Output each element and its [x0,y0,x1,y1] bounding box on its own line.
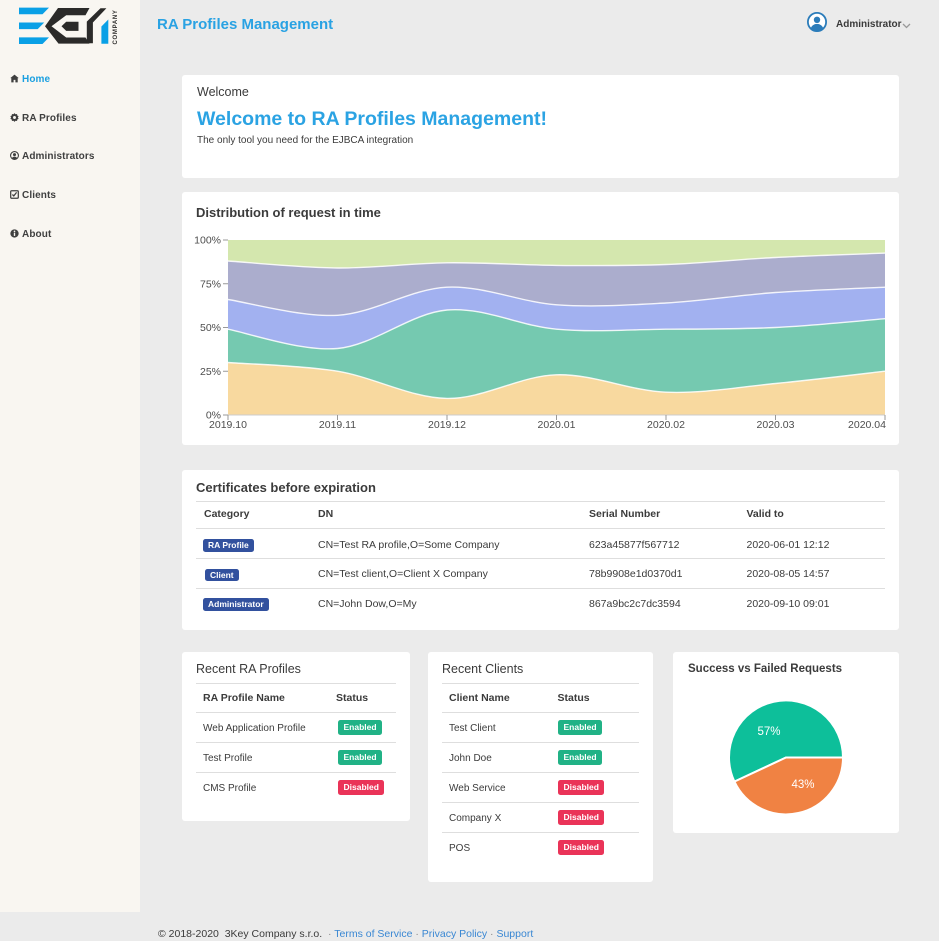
svg-text:2019.12: 2019.12 [428,419,466,431]
svg-text:2020.04: 2020.04 [848,419,886,431]
svg-text:100%: 100% [194,235,221,247]
svg-text:57%: 57% [757,726,780,738]
svg-text:2020.03: 2020.03 [757,419,795,431]
svg-text:43%: 43% [791,779,814,791]
svg-text:2020.01: 2020.01 [538,419,576,431]
svg-text:COMPANY: COMPANY [113,9,119,44]
svg-text:25%: 25% [200,366,221,378]
svg-text:0%: 0% [206,410,221,422]
svg-text:2019.11: 2019.11 [319,419,356,431]
svg-text:75%: 75% [200,278,221,290]
svg-text:2019.10: 2019.10 [209,419,247,431]
svg-text:50%: 50% [200,322,221,334]
svg-text:2020.02: 2020.02 [647,419,685,431]
